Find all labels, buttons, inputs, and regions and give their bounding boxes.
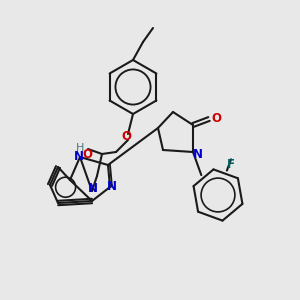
Text: O: O — [82, 148, 92, 160]
Text: F: F — [227, 158, 235, 171]
Text: N: N — [88, 182, 98, 194]
Text: N: N — [107, 181, 117, 194]
Text: N: N — [193, 148, 203, 160]
Text: N: N — [74, 149, 84, 163]
Text: O: O — [211, 112, 221, 124]
Text: H: H — [76, 143, 84, 153]
Text: O: O — [121, 130, 131, 143]
